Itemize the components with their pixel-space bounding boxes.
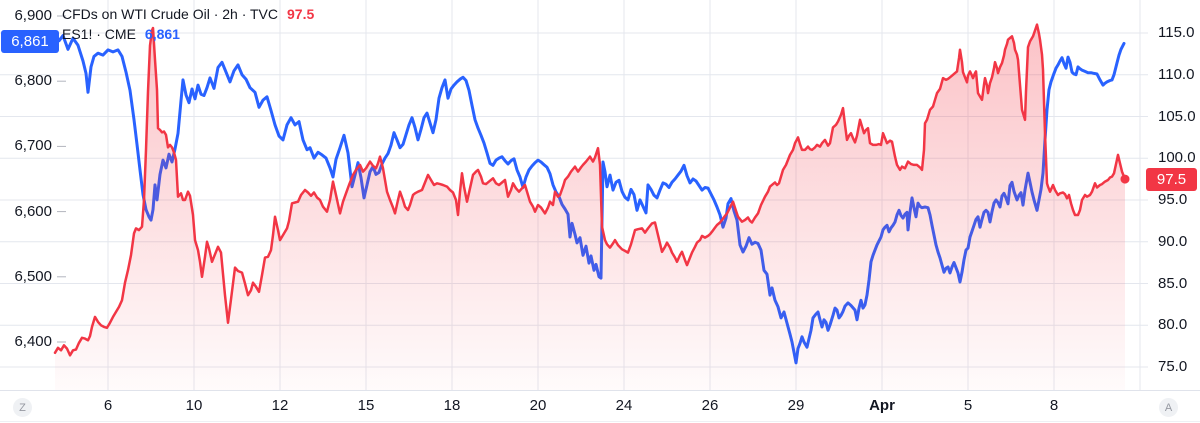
timezone-button[interactable]: Z xyxy=(13,398,32,417)
right-price-label: 90.0 xyxy=(1158,233,1188,250)
time-label: 10 xyxy=(185,397,203,414)
left-price-label: 6,400 xyxy=(14,333,52,350)
legend-row-es[interactable]: ES1! · CME 6,861 xyxy=(62,24,314,44)
right-price-label: 75.0 xyxy=(1158,358,1188,375)
left-price-label: 6,700 xyxy=(14,137,52,154)
time-label: 26 xyxy=(701,397,719,414)
time-label: 12 xyxy=(271,397,289,414)
right-price-label: 110.0 xyxy=(1158,66,1195,83)
right-price-label: 85.0 xyxy=(1158,275,1188,292)
legend-wti-title: CFDs on WTI Crude Oil · 2h · TVC xyxy=(62,6,279,22)
right-price-label: 95.0 xyxy=(1158,191,1188,208)
last-price-badge-es: 6,861 xyxy=(1,30,59,53)
time-label: 15 xyxy=(357,397,375,414)
right-price-label: 105.0 xyxy=(1158,108,1196,125)
last-price-badge-wti: 97.5 xyxy=(1146,168,1197,191)
right-price-label: 115.0 xyxy=(1158,24,1195,41)
legend: CFDs on WTI Crude Oil · 2h · TVC 97.5 ES… xyxy=(62,4,314,44)
right-price-label: 100.0 xyxy=(1158,149,1196,166)
time-label: Apr xyxy=(869,397,895,414)
left-price-label: 6,800 xyxy=(14,72,52,89)
right-price-label: 80.0 xyxy=(1158,316,1188,333)
legend-wti-value: 97.5 xyxy=(287,6,315,22)
legend-row-wti[interactable]: CFDs on WTI Crude Oil · 2h · TVC 97.5 xyxy=(62,4,314,24)
time-label: 5 xyxy=(963,397,973,414)
time-label: 29 xyxy=(787,397,805,414)
left-price-label: 6,600 xyxy=(14,203,52,220)
time-label: 18 xyxy=(443,397,461,414)
time-label: 24 xyxy=(615,397,633,414)
legend-es-value: 6,861 xyxy=(144,26,180,42)
time-label: 6 xyxy=(103,397,113,414)
auto-scale-button[interactable]: A xyxy=(1159,398,1178,417)
legend-es-title: ES1! · CME xyxy=(62,26,136,42)
left-price-label: 6,900 xyxy=(14,7,52,24)
left-price-label: 6,500 xyxy=(14,268,52,285)
time-label: 20 xyxy=(529,397,547,414)
time-label: 8 xyxy=(1049,397,1059,414)
